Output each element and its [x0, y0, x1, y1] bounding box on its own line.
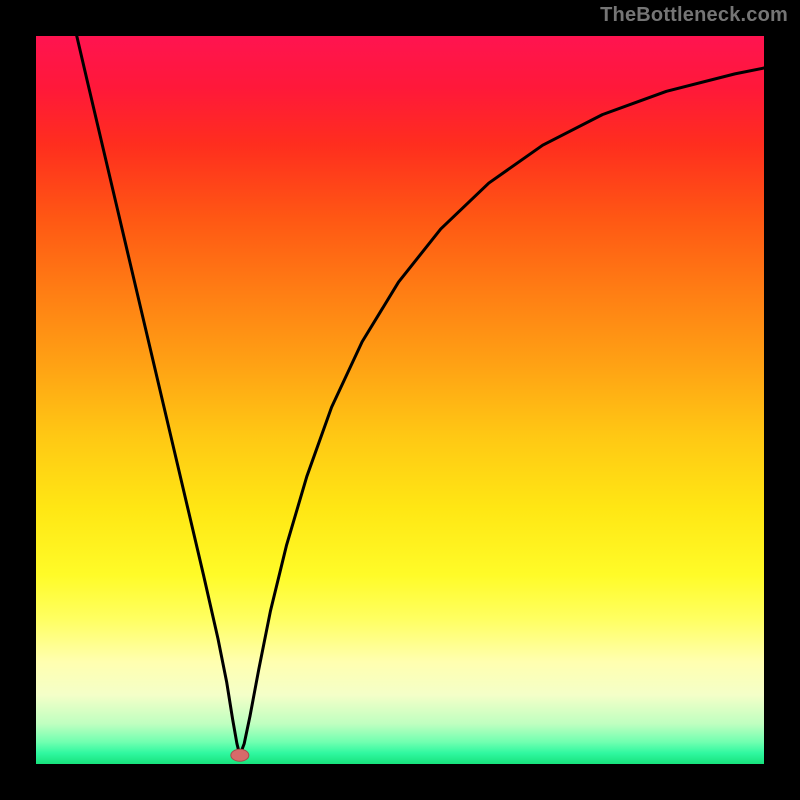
watermark-text: TheBottleneck.com [600, 4, 788, 27]
plot-svg [36, 36, 764, 764]
gradient-background [36, 36, 764, 764]
minimum-marker [231, 749, 249, 761]
plot-area [36, 36, 764, 764]
chart-root: TheBottleneck.com [0, 0, 800, 800]
